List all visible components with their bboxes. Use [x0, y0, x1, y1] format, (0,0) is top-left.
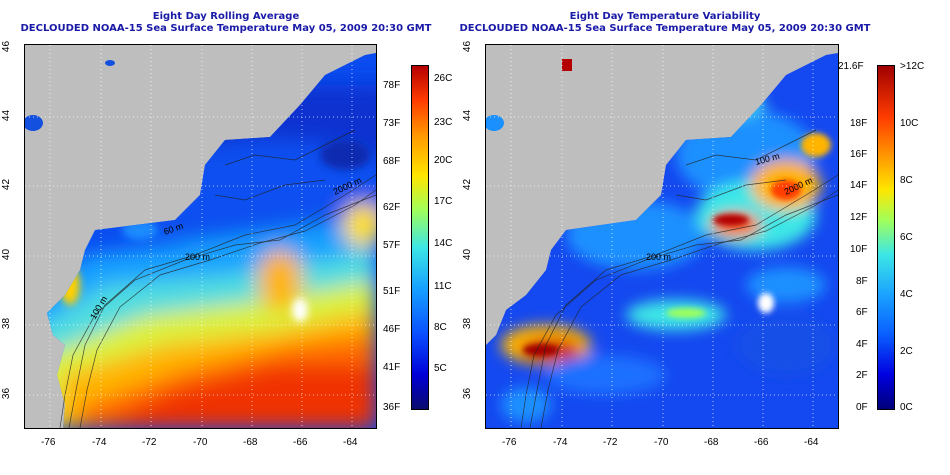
colorbar-f-label: 73F — [383, 118, 401, 129]
colorbar-f-label: 18F — [850, 118, 868, 129]
colorbar-f-label: 21.6F — [838, 61, 864, 72]
colorbar-f-label: 10F — [850, 244, 868, 255]
colorbar-c-label: 6C — [900, 232, 913, 243]
left-title-line2: DECLOUDED NOAA-15 Sea Surface Temperatur… — [20, 23, 432, 34]
lat-tick: 46 — [462, 40, 474, 53]
lake-ontario — [486, 115, 504, 131]
sst-average-map: 2000 m 200 m 100 m 60 m — [24, 44, 377, 429]
right-title-line1: Eight Day Temperature Variability — [569, 11, 761, 22]
lat-tick: 38 — [462, 317, 474, 330]
lon-tick: -72 — [603, 437, 618, 448]
depth-contours — [520, 129, 838, 428]
lon-tick: -70 — [193, 437, 208, 448]
right-title: Eight Day Temperature Variability DECLOU… — [445, 11, 885, 35]
colorbar-f-label: 78F — [383, 80, 401, 91]
colorbar-f-label: 16F — [850, 149, 868, 160]
lat-tick: 36 — [462, 387, 474, 400]
depth-contours — [59, 129, 376, 428]
lat-tick: 40 — [462, 248, 474, 261]
colorbar-c-label: 17C — [434, 196, 453, 207]
colorbar-f-label: 51F — [383, 286, 401, 297]
variability-colorbar — [877, 65, 895, 410]
colorbar-c-label: 0C — [900, 402, 913, 413]
lake-ontario — [25, 115, 43, 131]
colorbar-c-label: 5C — [434, 363, 447, 374]
lon-tick: -76 — [41, 437, 56, 448]
colorbar-f-label: 62F — [383, 202, 401, 213]
lake-hotspot — [562, 59, 572, 71]
right-title-line2: DECLOUDED NOAA-15 Sea Surface Temperatur… — [459, 23, 871, 34]
sst-variability-map: 100 m 2000 m 200 m — [485, 44, 839, 429]
colorbar-c-label: 14C — [434, 238, 453, 249]
contour-label-200m: 200 m — [185, 252, 210, 262]
colorbar-c-label: 20C — [434, 155, 453, 166]
lon-tick: -68 — [243, 437, 258, 448]
lat-tick: 44 — [1, 109, 13, 122]
lat-tick: 40 — [1, 248, 13, 261]
colorbar-f-label: 46F — [383, 324, 401, 335]
colorbar-c-label: 8C — [900, 175, 913, 186]
lon-tick: -70 — [654, 437, 669, 448]
lon-tick: -74 — [553, 437, 568, 448]
colorbar-f-label: 36F — [383, 402, 401, 413]
lon-tick: -72 — [142, 437, 157, 448]
colorbar-c-label: >12C — [900, 61, 925, 72]
lon-tick: -66 — [754, 437, 769, 448]
colorbar-f-label: 6F — [856, 307, 868, 318]
lon-tick: -76 — [502, 437, 517, 448]
left-title-line1: Eight Day Rolling Average — [152, 11, 300, 22]
colorbar-c-label: 10C — [900, 118, 919, 129]
lake — [105, 60, 115, 66]
lat-tick: 44 — [462, 109, 474, 122]
lat-tick: 46 — [1, 40, 13, 53]
left-title: Eight Day Rolling Average DECLOUDED NOAA… — [6, 11, 446, 35]
lon-tick: -64 — [804, 437, 819, 448]
sst-colorbar — [411, 65, 429, 410]
colorbar-c-label: 23C — [434, 117, 453, 128]
colorbar-c-label: 2C — [900, 346, 913, 357]
lon-tick: -74 — [92, 437, 107, 448]
colorbar-f-label: 0F — [856, 402, 868, 413]
colorbar-f-label: 41F — [383, 362, 401, 373]
colorbar-f-label: 14F — [850, 180, 868, 191]
colorbar-c-label: 26C — [434, 73, 453, 84]
contour-label-200m: 200 m — [646, 252, 671, 262]
lon-tick: -68 — [704, 437, 719, 448]
lat-tick: 38 — [1, 317, 13, 330]
lon-tick: -66 — [293, 437, 308, 448]
colorbar-f-label: 2F — [856, 370, 868, 381]
colorbar-f-label: 68F — [383, 156, 401, 167]
lat-tick: 36 — [1, 387, 13, 400]
colorbar-c-label: 11C — [434, 281, 452, 292]
lat-tick: 42 — [462, 178, 474, 191]
graticule — [25, 45, 376, 428]
lon-tick: -64 — [343, 437, 358, 448]
colorbar-c-label: 4C — [900, 289, 913, 300]
colorbar-f-label: 12F — [850, 212, 868, 223]
colorbar-f-label: 57F — [383, 240, 401, 251]
sst-variability-map-image: 100 m 2000 m 200 m — [486, 45, 838, 428]
graticule — [486, 45, 838, 428]
colorbar-f-label: 8F — [856, 276, 868, 287]
colorbar-c-label: 8C — [434, 322, 447, 333]
lat-tick: 42 — [1, 178, 13, 191]
sst-average-map-image: 2000 m 200 m 100 m 60 m — [25, 45, 376, 428]
colorbar-f-label: 4F — [856, 339, 868, 350]
